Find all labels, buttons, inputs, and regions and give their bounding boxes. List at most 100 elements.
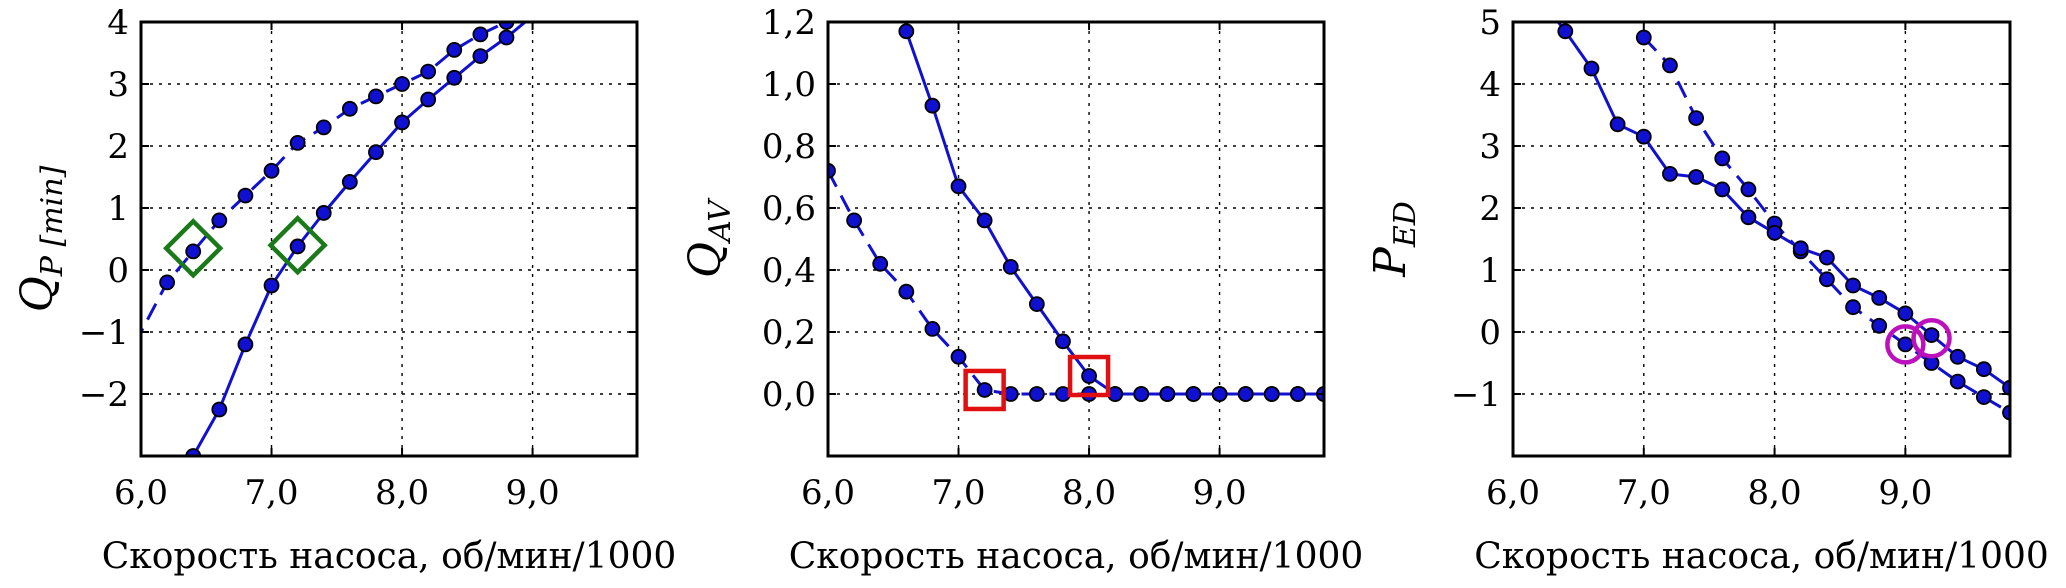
data-point [1609, 116, 1626, 133]
series-line-solid [191, 22, 528, 456]
data-point [185, 448, 202, 456]
highlight-square-marker [963, 368, 1006, 412]
data-point [1211, 386, 1228, 402]
data-point [420, 91, 437, 108]
data-point [315, 205, 332, 221]
data-point [1845, 299, 1861, 316]
data-point [1871, 289, 1888, 306]
highlight-square-marker [1067, 354, 1111, 398]
data-point [368, 88, 384, 105]
y-tick-label: 1,0 [762, 65, 816, 105]
y-axis-label-subscript: P [min] [35, 165, 70, 277]
data-area [141, 3, 540, 456]
data-point [211, 401, 228, 418]
data-point [526, 3, 540, 17]
x-tick-label: 8,0 [1062, 473, 1116, 513]
y-axis-label: QP [min] [12, 165, 70, 312]
chart-panel-2: 6,0 7,0 8,0 9,0 0,0 0,2 0,4 0,6 0,8 1,0 1,2 Скорост… [680, 3, 1363, 577]
data-point [872, 255, 889, 272]
x-axis-label: Скорость насоса, об/мин/1000 [1474, 536, 2049, 577]
plot-frame [1511, 20, 2012, 458]
y-tick-label: 0,0 [762, 375, 816, 415]
y-tick-label: 3 [107, 65, 129, 105]
data-point [472, 48, 489, 64]
data-point [141, 339, 143, 349]
y-tick-label: 0 [1479, 313, 1501, 353]
x-tick-label: 6,0 [114, 473, 168, 513]
y-tick-label: −2 [79, 375, 129, 415]
data-point [950, 178, 967, 195]
data-point [950, 348, 967, 365]
data-point [1081, 368, 1097, 384]
y-tick-label: 1,2 [762, 3, 816, 43]
y-axis-label-subscript: AV [703, 197, 738, 245]
data-point [446, 69, 463, 86]
data-point [1028, 296, 1045, 313]
y-tick-label: 1 [107, 189, 129, 229]
y-tick-label: 0,4 [762, 251, 816, 291]
data-point [211, 212, 228, 229]
data-point [289, 134, 306, 151]
data-point [1766, 224, 1783, 241]
data-point [1662, 165, 1678, 182]
y-tick-label: −1 [79, 313, 129, 353]
x-tick-label: 7,0 [1617, 473, 1671, 513]
plot-frame [139, 20, 639, 458]
data-point [1818, 249, 1835, 266]
chart-panel-1: 6,0 7,0 8,0 9,0 −2 −1 0 1 2 3 4 Скорость насоса, об… [12, 3, 676, 577]
data-point [976, 212, 993, 229]
data-point [924, 97, 941, 114]
y-tick-label: 4 [107, 3, 129, 43]
x-tick-label: 9,0 [1193, 473, 1247, 513]
plot-frame [826, 20, 1326, 458]
y-tick-label: 0 [107, 251, 129, 291]
x-tick-label: 6,0 [1486, 473, 1540, 513]
y-tick-label: 0,8 [762, 127, 816, 167]
data-point [1662, 57, 1678, 74]
highlight-circle-marker [1885, 324, 1926, 365]
data-point [315, 119, 332, 136]
data-point [1237, 386, 1254, 402]
data-point [846, 212, 863, 229]
x-tick-label: 9,0 [1878, 473, 1932, 513]
data-point [1133, 386, 1150, 402]
y-tick-label: 0,6 [762, 189, 816, 229]
highlight-circle-marker [1911, 317, 1952, 359]
y-tick-label: 3 [1479, 127, 1501, 167]
data-point [394, 76, 410, 92]
highlight-diamond-marker [163, 218, 224, 279]
data-point [159, 274, 176, 291]
series-line-dashed [141, 22, 510, 336]
x-tick-label: 8,0 [375, 473, 429, 513]
data-point [420, 63, 437, 80]
data-point [1714, 181, 1731, 198]
data-point [341, 174, 358, 190]
x-tick-label: 7,0 [244, 473, 298, 513]
x-tick-label: 7,0 [931, 473, 985, 513]
y-tick-label: 2 [1479, 189, 1501, 229]
x-tick-label: 8,0 [1748, 473, 1802, 513]
data-point [1028, 386, 1045, 402]
data-point [1792, 240, 1809, 257]
data-point [1635, 29, 1652, 46]
data-point [1740, 209, 1757, 226]
data-point [1871, 317, 1888, 334]
series-line-dashed [1642, 36, 2010, 414]
data-point [368, 144, 384, 161]
data-point [237, 187, 254, 204]
y-tick-label: 1 [1479, 251, 1501, 291]
data-point [394, 114, 410, 131]
data-point [1845, 277, 1861, 294]
y-axis-label-subscript: ED [1388, 201, 1423, 248]
data-point [898, 23, 915, 40]
data-point [185, 243, 202, 260]
data-point [1002, 258, 1019, 275]
data-point [1289, 386, 1306, 402]
data-point [1949, 373, 1966, 390]
y-axis-label-main: Q [680, 242, 731, 278]
data-point [237, 336, 254, 353]
y-axis-label: PED [1365, 201, 1423, 278]
y-axis-label-main: P [1365, 246, 1416, 278]
data-area [828, 23, 1324, 402]
data-point [1055, 333, 1071, 350]
